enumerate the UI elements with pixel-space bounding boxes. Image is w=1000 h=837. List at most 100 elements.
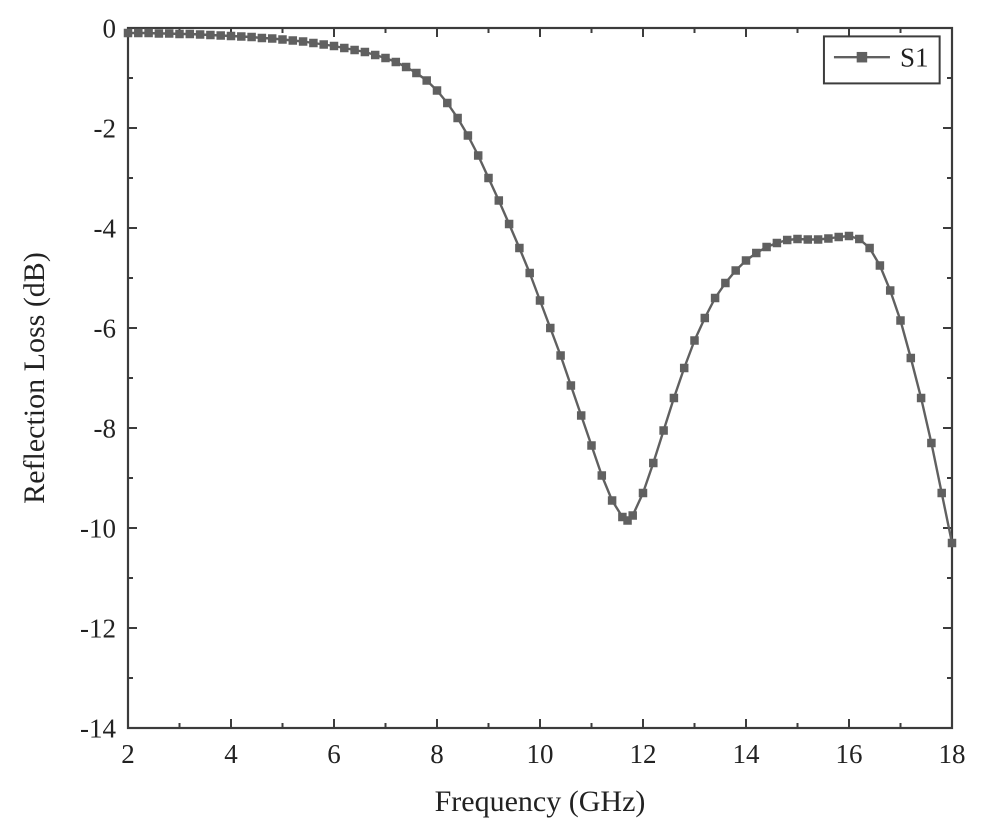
series-marker — [722, 279, 730, 287]
series-marker — [536, 297, 544, 305]
series-marker — [547, 324, 555, 332]
series-marker — [124, 29, 132, 37]
series-marker — [341, 44, 349, 52]
series-marker — [742, 257, 750, 265]
series-marker — [598, 472, 606, 480]
series-marker — [845, 232, 853, 240]
series-marker — [145, 29, 153, 37]
series-marker — [299, 38, 307, 46]
x-tick-label: 14 — [733, 739, 761, 769]
series-marker — [701, 314, 709, 322]
series-marker — [783, 236, 791, 244]
x-axis-label: Frequency (GHz) — [435, 785, 646, 818]
series-marker — [886, 287, 894, 295]
series-marker — [217, 32, 225, 40]
series-marker — [474, 152, 482, 160]
y-tick-label: -14 — [80, 713, 116, 743]
series-marker — [402, 63, 410, 71]
series-marker — [310, 39, 318, 47]
series-marker — [691, 337, 699, 345]
series-marker — [268, 35, 276, 43]
series-marker — [794, 235, 802, 243]
series-marker — [928, 439, 936, 447]
x-tick-label: 12 — [630, 739, 657, 769]
series-marker — [135, 29, 143, 37]
y-tick-label: -6 — [94, 313, 117, 343]
series-marker — [248, 33, 256, 41]
series-marker — [392, 58, 400, 66]
series-marker — [444, 99, 452, 107]
series-marker — [660, 427, 668, 435]
chart-container: 2 4 6 8 10 12 14 16 18 -14 -12 -10 -8 -6 -4 -2 0 Frequenc… — [0, 0, 1000, 837]
series-marker — [505, 220, 512, 228]
y-tick-label: -4 — [94, 213, 117, 243]
series-marker — [320, 41, 328, 49]
series-marker — [866, 244, 874, 252]
y-tick-label: 0 — [103, 13, 117, 43]
series-marker — [227, 32, 235, 40]
x-tick-label: 8 — [430, 739, 444, 769]
legend: S1 — [824, 36, 940, 83]
series-marker — [753, 249, 761, 257]
series-marker — [165, 30, 173, 38]
series-marker — [423, 77, 431, 85]
series-marker — [917, 394, 925, 402]
x-tick-label: 16 — [836, 739, 863, 769]
x-tick-label: 18 — [939, 739, 966, 769]
series-marker — [639, 489, 647, 497]
series-marker — [176, 30, 184, 38]
series-marker — [608, 497, 616, 505]
series-marker — [577, 412, 585, 420]
series-marker — [433, 87, 441, 95]
series-marker — [464, 132, 472, 140]
series-marker — [361, 48, 369, 56]
series-marker — [196, 31, 204, 39]
x-tick-label: 4 — [224, 739, 238, 769]
series-marker — [876, 262, 884, 270]
series-marker — [711, 294, 719, 302]
series-marker — [155, 30, 163, 38]
series-marker — [856, 235, 864, 243]
series-marker — [907, 354, 915, 362]
series-marker — [825, 235, 833, 243]
series-marker — [897, 317, 905, 325]
series-marker — [814, 236, 822, 244]
series-marker — [773, 239, 781, 247]
y-axis-label: Reflection Loss (dB) — [18, 252, 51, 504]
series-marker — [382, 54, 390, 62]
series-marker — [238, 33, 246, 41]
y-tick-label: -12 — [80, 613, 116, 643]
legend-label: S1 — [900, 43, 929, 73]
series-marker — [371, 51, 379, 59]
series-marker — [289, 37, 297, 45]
series-marker — [650, 459, 658, 467]
series-marker — [495, 197, 503, 205]
x-tick-label: 2 — [121, 739, 135, 769]
x-tick-label: 10 — [527, 739, 554, 769]
series-marker — [670, 394, 678, 402]
series-marker — [330, 42, 338, 50]
series-marker — [804, 236, 812, 244]
series-marker — [485, 174, 493, 182]
series-marker — [732, 267, 740, 275]
series-marker — [629, 512, 637, 520]
legend-marker-icon — [857, 52, 867, 62]
reflection-loss-chart: 2 4 6 8 10 12 14 16 18 -14 -12 -10 -8 -6 -4 -2 0 Frequenc… — [0, 0, 1000, 837]
series-marker — [186, 30, 194, 38]
series-marker — [588, 442, 596, 450]
series-marker — [413, 69, 421, 77]
series-marker — [351, 46, 359, 54]
x-tick-label: 6 — [327, 739, 341, 769]
y-tick-label: -2 — [94, 113, 117, 143]
series-marker — [516, 244, 524, 252]
y-tick-label: -10 — [80, 513, 116, 543]
series-marker — [557, 352, 565, 360]
series-marker — [763, 243, 771, 251]
series-marker — [258, 34, 266, 42]
series-marker — [948, 539, 956, 547]
series-marker — [454, 114, 462, 122]
y-tick-label: -8 — [94, 413, 117, 443]
series-marker — [680, 364, 688, 372]
series-marker — [835, 233, 843, 241]
series-marker — [567, 382, 575, 390]
